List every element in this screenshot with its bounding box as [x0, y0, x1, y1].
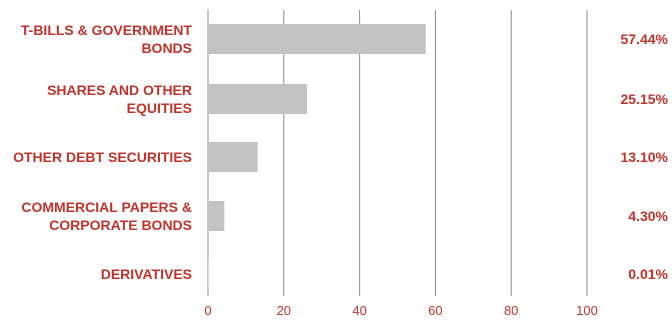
category-label-4: DERIVATIVES	[101, 266, 192, 282]
category-label-line: CORPORATE BONDS	[49, 217, 192, 233]
x-tick-label-2: 40	[352, 303, 366, 318]
category-label-3: COMMERCIAL PAPERS & CORPORATE BONDS	[21, 199, 192, 233]
category-label-line: T-BILLS & GOVERNMENT	[21, 22, 193, 38]
category-label-2: OTHER DEBT SECURITIES	[13, 149, 192, 165]
value-label-4: 0.01%	[628, 266, 668, 282]
bar-1	[208, 84, 308, 114]
x-tick-label-1: 20	[277, 303, 291, 318]
x-axis-ticks: 0 20 40 60 80 100	[204, 303, 597, 318]
category-label-line: DERIVATIVES	[101, 266, 192, 282]
category-label-line: EQUITIES	[127, 100, 192, 116]
value-labels: 57.44% 25.15% 13.10% 4.30% 0.01%	[621, 31, 669, 282]
category-label-line: OTHER DEBT SECURITIES	[13, 149, 192, 165]
grid-lines	[207, 10, 588, 296]
category-label-1: SHARES AND OTHER EQUITIES	[47, 82, 192, 116]
value-label-0: 57.44%	[621, 31, 669, 47]
bar-4	[208, 259, 209, 289]
value-label-2: 13.10%	[621, 149, 669, 165]
x-tick-label-4: 80	[504, 303, 518, 318]
bars	[208, 24, 426, 289]
category-labels: T-BILLS & GOVERNMENT BONDS SHARES AND OTHE…	[13, 22, 192, 282]
category-label-line: BONDS	[141, 40, 192, 56]
category-label-0: T-BILLS & GOVERNMENT BONDS	[21, 22, 193, 56]
category-label-line: COMMERCIAL PAPERS &	[21, 199, 192, 215]
value-label-1: 25.15%	[621, 91, 669, 107]
x-tick-label-5: 100	[576, 303, 598, 318]
bar-0	[208, 24, 426, 54]
value-label-3: 4.30%	[628, 208, 668, 224]
x-tick-label-0: 0	[204, 303, 211, 318]
bar-3	[208, 201, 225, 231]
category-label-line: SHARES AND OTHER	[47, 82, 192, 98]
x-tick-label-3: 60	[428, 303, 442, 318]
bar-2	[208, 142, 258, 172]
